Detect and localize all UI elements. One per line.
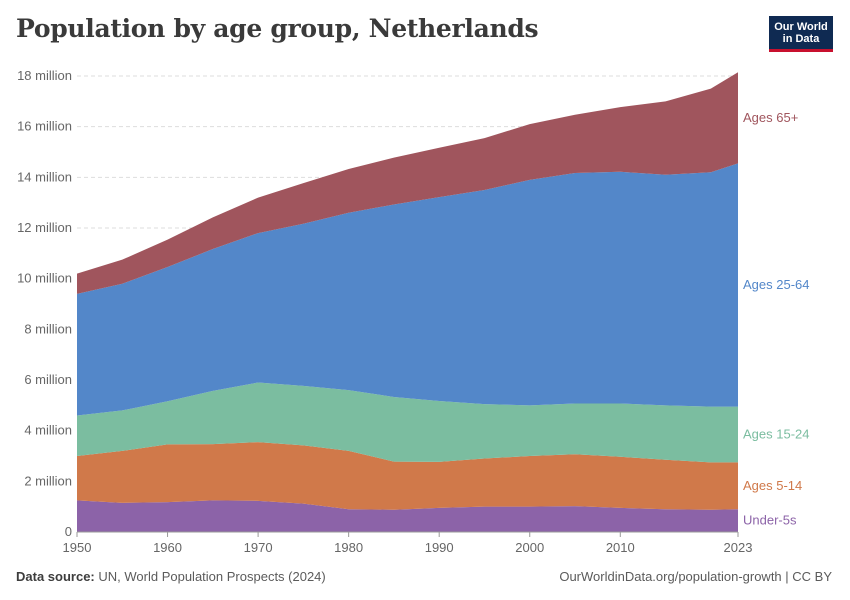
y-tick-label: 14 million — [17, 169, 72, 184]
data-source: Data source: UN, World Population Prospe… — [16, 569, 326, 584]
x-tick-label: 1990 — [425, 540, 454, 555]
source-label: Data source: — [16, 569, 95, 584]
area-ages-15-24 — [77, 382, 738, 463]
logo-line-1: Our World — [774, 21, 828, 33]
area-ages-5-14 — [77, 442, 738, 510]
owid-logo[interactable]: Our World in Data — [769, 16, 833, 52]
area-ages-65 — [77, 72, 738, 294]
y-tick-label: 8 million — [24, 321, 72, 336]
y-tick-label: 0 — [65, 524, 72, 539]
y-tick-label: 16 million — [17, 119, 72, 134]
stacked-area-chart: 0 2 million 4 million 6 million 8 million 10 … — [17, 68, 810, 555]
x-tick-label: 2000 — [515, 540, 544, 555]
chart-title: Population by age group, Netherlands — [16, 14, 539, 43]
logo-line-2: in Data — [782, 33, 820, 45]
x-tick-label: 2010 — [606, 540, 635, 555]
y-tick-label: 6 million — [24, 372, 72, 387]
area-ages-25-64 — [77, 163, 738, 416]
area-under-5s — [77, 500, 738, 532]
x-tick-label: 1970 — [244, 540, 273, 555]
series-label-ages-25-64: Ages 25-64 — [743, 277, 810, 292]
source-url-link[interactable]: OurWorldinData.org/population-growth | C… — [559, 569, 832, 584]
x-tick-label: 2023 — [724, 540, 753, 555]
y-tick-label: 4 million — [24, 423, 72, 438]
y-tick-label: 12 million — [17, 220, 72, 235]
x-tick-label: 1980 — [334, 540, 363, 555]
y-tick-label: 10 million — [17, 271, 72, 286]
source-text: UN, World Population Prospects (2024) — [98, 569, 326, 584]
series-label-under-5s: Under-5s — [743, 513, 797, 528]
series-label-ages-65: Ages 65+ — [743, 110, 798, 125]
series-label-ages-15-24: Ages 15-24 — [743, 426, 810, 441]
y-tick-label: 18 million — [17, 68, 72, 83]
x-tick-label: 1960 — [153, 540, 182, 555]
x-tick-label: 1950 — [63, 540, 92, 555]
y-tick-label: 2 million — [24, 473, 72, 488]
series-label-ages-5-14: Ages 5-14 — [743, 478, 802, 493]
